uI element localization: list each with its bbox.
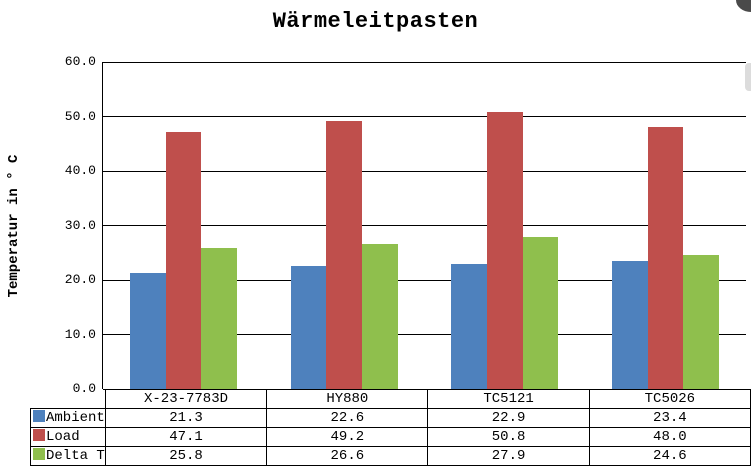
value-cell: 27.9 xyxy=(427,446,590,466)
value-cell: 48.0 xyxy=(588,427,751,447)
legend-label: Ambient xyxy=(46,410,105,426)
gridline xyxy=(103,116,746,117)
value-cell: 21.3 xyxy=(104,408,268,428)
y-axis-title: Temperatur in ° C xyxy=(6,154,22,298)
bar-load xyxy=(165,132,202,389)
legend-label: Delta T xyxy=(46,448,105,464)
gridline xyxy=(103,334,746,335)
legend-swatch-icon xyxy=(33,429,45,441)
table-corner-cell xyxy=(31,390,106,409)
category-header-cell: TC5026 xyxy=(588,389,751,409)
category-header-cell: TC5121 xyxy=(427,389,590,409)
table-row: Load 47.1 49.2 50.8 48.0 xyxy=(30,427,751,447)
legend-cell: Ambient xyxy=(30,408,106,428)
bar-delta-t xyxy=(683,254,720,389)
table-header-row: X-23-7783D HY880 TC5121 TC5026 xyxy=(31,389,751,409)
value-cell: 22.9 xyxy=(427,408,590,428)
table-row: Delta T 25.8 26.6 27.9 24.6 xyxy=(30,446,751,466)
y-axis-tick-label: 50.0 xyxy=(64,108,96,124)
bar-load xyxy=(487,112,523,389)
y-axis-tick-label: 20.0 xyxy=(64,272,96,287)
y-axis-tick-label: 10.0 xyxy=(64,326,96,342)
value-cell: 24.6 xyxy=(588,446,751,466)
chart-title: Wärmeleitpasten xyxy=(272,9,479,34)
bar-ambient xyxy=(290,265,327,389)
legend-cell: Load xyxy=(30,427,106,447)
gridline xyxy=(103,170,746,172)
y-axis-tick-label: 30.0 xyxy=(64,217,96,233)
value-cell: 50.8 xyxy=(427,427,590,447)
gridline xyxy=(103,61,746,63)
y-axis-tick-label: 40.0 xyxy=(64,163,96,178)
value-cell: 49.2 xyxy=(266,427,429,447)
gridline xyxy=(103,279,746,281)
value-cell: 26.6 xyxy=(266,446,429,466)
bar-delta-t xyxy=(361,244,398,389)
value-cell: 22.6 xyxy=(266,408,429,428)
bar-ambient xyxy=(451,264,487,389)
value-cell: 25.8 xyxy=(104,446,268,466)
bar-ambient xyxy=(612,261,648,389)
data-table: X-23-7783D HY880 TC5121 TC5026 Ambient 21.3 22… xyxy=(30,389,751,466)
bar-delta-t xyxy=(201,248,237,389)
legend-cell: Delta T xyxy=(30,446,106,466)
y-axis-tick-label: 0.0 xyxy=(72,381,96,396)
category-header-cell: X-23-7783D xyxy=(104,389,268,409)
edge-artifact xyxy=(745,63,751,91)
value-cell: 47.1 xyxy=(104,427,268,447)
bar-ambient xyxy=(129,272,166,389)
bar-load xyxy=(326,120,362,389)
plot-area xyxy=(102,61,746,390)
table-row: Ambient 21.3 22.6 22.9 23.4 xyxy=(30,408,751,428)
legend-label: Load xyxy=(46,429,80,445)
bar-delta-t xyxy=(522,236,559,389)
gridline xyxy=(103,225,746,226)
category-header-cell: HY880 xyxy=(266,389,429,409)
legend-swatch-icon xyxy=(33,410,45,422)
bar-load xyxy=(647,127,684,389)
legend-swatch-icon xyxy=(33,448,45,460)
y-axis-tick-label: 60.0 xyxy=(64,54,96,69)
value-cell: 23.4 xyxy=(588,408,751,428)
